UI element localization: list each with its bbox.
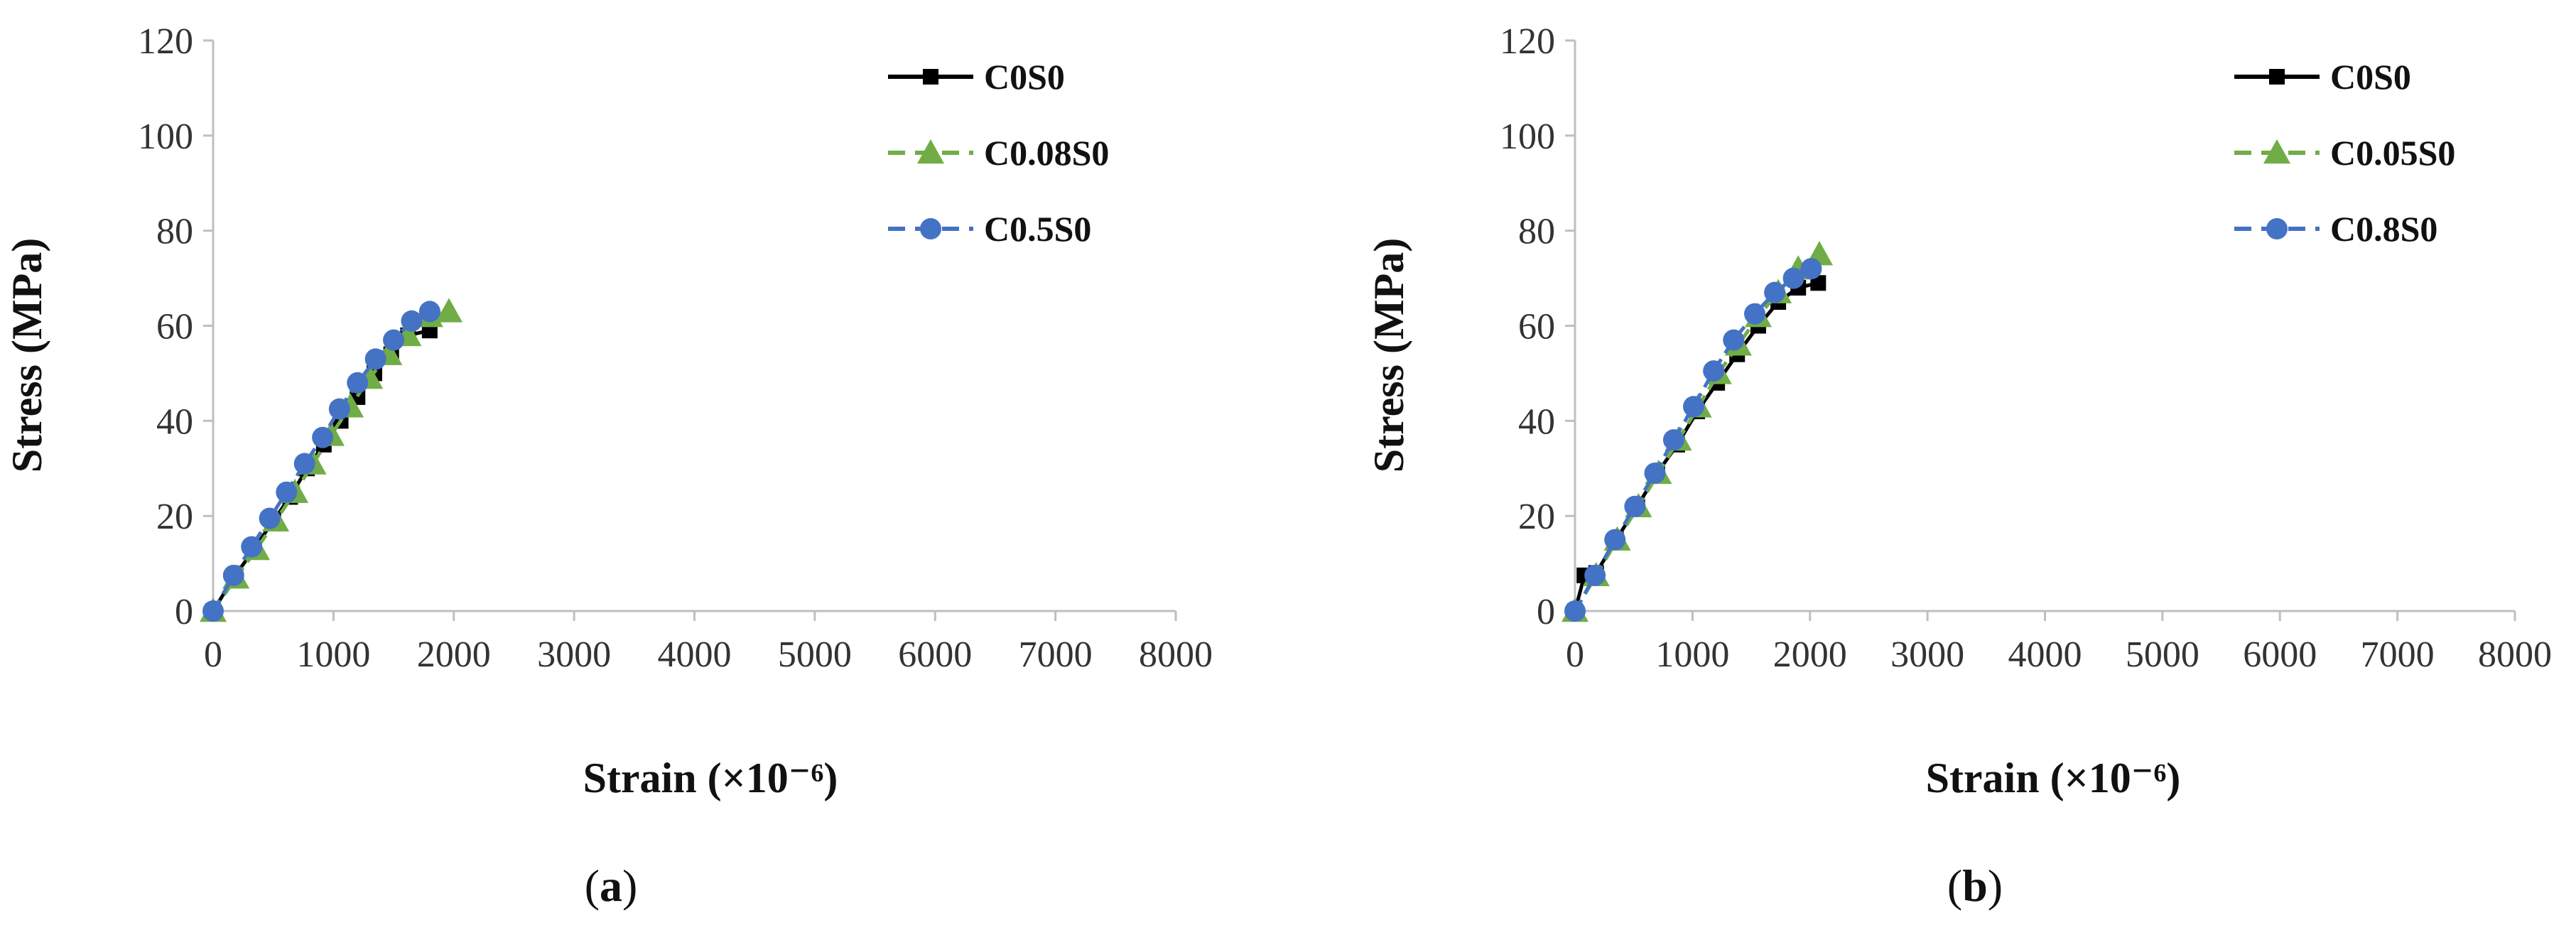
legend-label: C0S0: [984, 57, 1065, 97]
y-tick-label: 40: [1518, 401, 1555, 442]
x-axis-title: Strain (×10⁻⁶): [1926, 755, 2181, 801]
y-tick-label: 20: [156, 497, 193, 537]
x-tick-label: 3000: [537, 634, 611, 675]
x-tick-label: 7000: [2361, 634, 2435, 675]
y-tick-label: 20: [1518, 497, 1555, 537]
legend-entry: C0.5S0: [888, 209, 1091, 249]
caption-open-paren: (: [585, 860, 600, 911]
data-point: [1800, 258, 1822, 280]
caption-close-paren: ): [1988, 860, 2003, 911]
y-tick-label: 40: [156, 401, 193, 442]
chart-panel-b: 0 20 40 60 80 100 120 0 1000 2000 3000 4000 5000 6000…: [1365, 21, 2552, 911]
legend-label: C0.8S0: [2330, 209, 2437, 249]
legend-marker: [923, 69, 938, 85]
data-point: [1624, 495, 1646, 517]
x-tick-label: 4000: [658, 634, 732, 675]
series-C0.5S0: [202, 301, 440, 622]
legend-marker: [2263, 139, 2290, 164]
y-tick-label: 100: [138, 117, 193, 157]
legend-entry: C0.05S0: [2234, 133, 2455, 173]
series-line: [1573, 266, 1812, 612]
data-point: [1604, 529, 1626, 551]
data-point: [418, 301, 440, 323]
legend-entry: C0S0: [888, 57, 1065, 97]
series-line: [211, 309, 450, 612]
y-tick-label: 60: [1518, 307, 1555, 347]
data-point: [1683, 396, 1705, 418]
x-tick-label: 5000: [2126, 634, 2199, 675]
caption-close-paren: ): [622, 860, 637, 911]
panel-caption: (a): [585, 860, 638, 911]
data-point: [383, 329, 405, 351]
data-point: [222, 564, 244, 586]
series-line: [1573, 281, 1819, 612]
y-tick-label: 80: [156, 212, 193, 252]
x-tick-label: 6000: [898, 634, 972, 675]
y-axis-title: Stress (MPa): [4, 238, 50, 472]
legend-marker: [2266, 218, 2288, 239]
data-point: [1662, 429, 1684, 451]
legend-marker: [920, 218, 941, 239]
caption-letter: a: [600, 860, 622, 911]
y-axis-title: Stress (MPa): [1365, 238, 1412, 472]
legend-label: C0S0: [2330, 57, 2411, 97]
x-tick-label: 2000: [1773, 634, 1847, 675]
data-point: [259, 507, 281, 529]
x-tick-label: 8000: [1139, 634, 1213, 675]
data-point: [1703, 360, 1725, 382]
data-point: [347, 372, 369, 394]
x-tick-label: 0: [204, 634, 222, 675]
data-point: [1584, 564, 1606, 586]
data-point: [1723, 329, 1745, 351]
y-tick-label: 120: [138, 21, 193, 62]
y-tick-label: 0: [1537, 592, 1555, 632]
data-point: [1810, 275, 1827, 291]
series-C0S0: [1567, 275, 1827, 619]
legend-entry: C0.8S0: [2234, 209, 2437, 249]
x-tick-label: 4000: [2008, 634, 2082, 675]
x-tick-label: 8000: [2478, 634, 2552, 675]
x-tick-label: 0: [1566, 634, 1584, 675]
caption-letter: b: [1962, 860, 1988, 911]
panel-caption: (b): [1947, 860, 2003, 911]
x-axis-title: Strain (×10⁻⁶): [583, 755, 838, 801]
x-tick-label: 6000: [2243, 634, 2317, 675]
y-tick-label: 100: [1500, 117, 1555, 157]
x-tick-label: 1000: [1655, 634, 1729, 675]
legend-label: C0.5S0: [984, 209, 1091, 249]
x-tick-label: 3000: [1890, 634, 1964, 675]
data-point: [364, 348, 386, 370]
data-point: [276, 481, 298, 503]
chart-panel-a: 0 20 40 60 80 100 120 0 1000 2000 3000 4000 5000 6000…: [4, 21, 1213, 911]
x-tick-label: 7000: [1019, 634, 1093, 675]
data-point: [328, 398, 350, 420]
data-point: [435, 298, 462, 323]
series-C0.8S0: [1564, 258, 1822, 622]
legend-marker: [917, 139, 944, 164]
legend-marker: [2269, 69, 2285, 85]
data-point: [1564, 600, 1586, 622]
y-tick-label: 0: [175, 592, 193, 632]
x-tick-label: 5000: [778, 634, 852, 675]
data-point: [1782, 267, 1804, 289]
data-point: [202, 600, 224, 622]
data-point: [401, 310, 423, 332]
legend-label: C0.05S0: [2330, 133, 2455, 173]
legend-label: C0.08S0: [984, 133, 1109, 173]
legend-entry: C0.08S0: [888, 133, 1109, 173]
data-point: [1744, 303, 1766, 325]
legend-entry: C0S0: [2234, 57, 2411, 97]
x-tick-label: 2000: [417, 634, 491, 675]
data-point: [312, 426, 334, 448]
caption-open-paren: (: [1947, 860, 1962, 911]
y-tick-label: 60: [156, 307, 193, 347]
y-tick-label: 80: [1518, 212, 1555, 252]
y-tick-label: 120: [1500, 21, 1555, 62]
data-point: [1764, 281, 1786, 303]
data-point: [293, 453, 315, 475]
data-point: [241, 536, 263, 558]
data-point: [1644, 462, 1666, 484]
x-tick-label: 1000: [296, 634, 370, 675]
